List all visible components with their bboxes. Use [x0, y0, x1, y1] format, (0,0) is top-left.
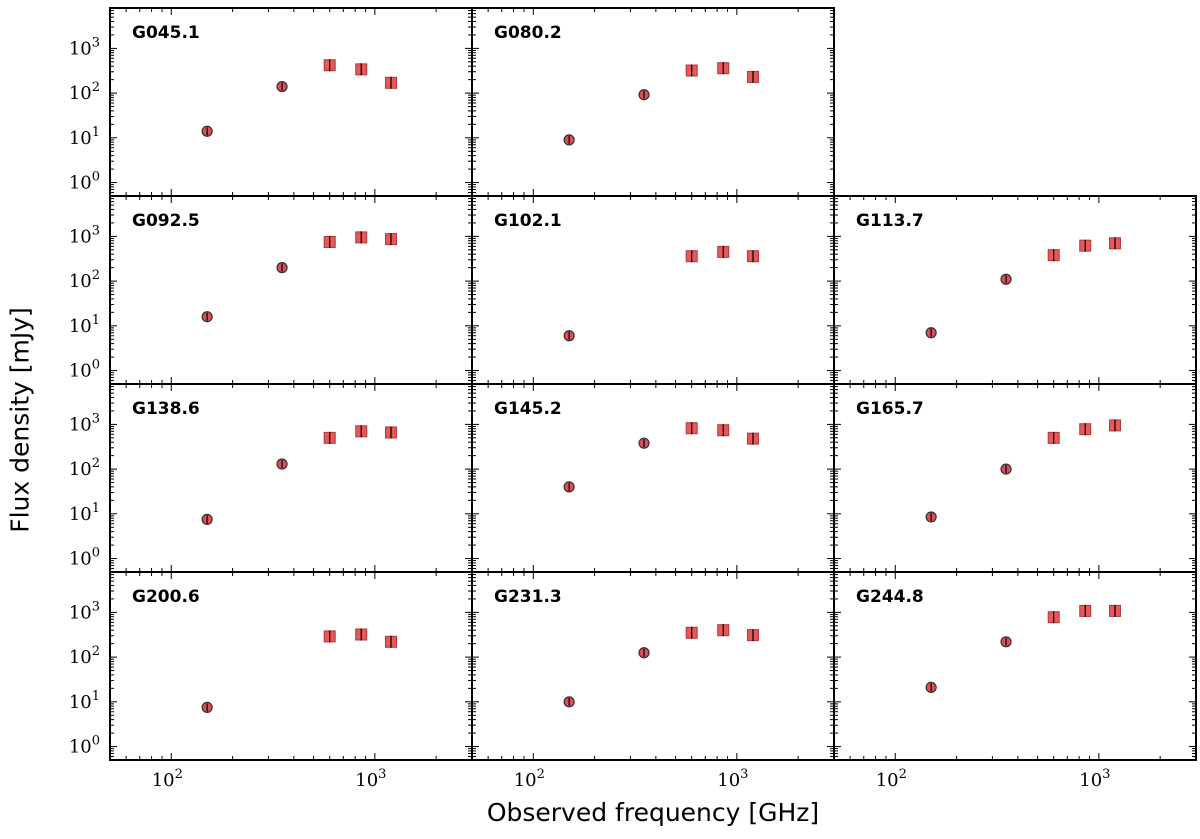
panel-title: G200.6	[132, 587, 200, 607]
y-tick-label: 102	[69, 456, 100, 480]
panel-G165.7: G165.7	[833, 383, 1197, 573]
panel-G244.8: G244.8 102 103	[833, 571, 1197, 791]
panel-G113.7: G113.7	[833, 195, 1197, 385]
y-tick-label: 102	[69, 644, 100, 668]
panel-G102.1: G102.1	[471, 195, 835, 385]
panel-title: G145.2	[494, 399, 562, 419]
panel-frame	[833, 571, 1197, 761]
panel-G200.6: G200.6 100 101 102 103 102 103	[69, 571, 473, 791]
panel-title: G092.5	[132, 211, 200, 231]
x-tick-label: 103	[1079, 767, 1110, 791]
panel-title: G102.1	[494, 211, 562, 231]
panel-G080.2: G080.2	[471, 7, 835, 197]
y-tick-label: 101	[69, 689, 100, 713]
y-tick-label: 103	[69, 223, 100, 247]
y-tick-label: 100	[69, 734, 100, 758]
panel-title: G138.6	[132, 399, 200, 419]
x-tick-label: 103	[717, 767, 748, 791]
panel-G231.3: G231.3 102 103	[471, 571, 835, 791]
panel-G092.5: G092.5 100 101 102 103	[69, 195, 473, 385]
x-tick-label: 102	[152, 767, 183, 791]
panel-G138.6: G138.6 100 101 102 103	[69, 383, 473, 573]
y-tick-label: 102	[69, 268, 100, 292]
panel-G145.2: G145.2	[471, 383, 835, 573]
y-tick-label: 103	[69, 599, 100, 623]
panel-title: G244.8	[856, 587, 924, 607]
y-tick-label: 101	[69, 125, 100, 149]
y-tick-label: 100	[69, 546, 100, 570]
panel-G045.1: G045.1 100 101 102 103	[69, 7, 473, 197]
y-tick-label: 101	[69, 501, 100, 525]
y-tick-label: 103	[69, 411, 100, 435]
y-tick-label: 103	[69, 35, 100, 59]
panel-title: G165.7	[856, 399, 924, 419]
panel-title: G045.1	[132, 23, 200, 43]
y-tick-label: 102	[69, 80, 100, 104]
x-tick-label: 102	[514, 767, 545, 791]
x-axis-label: Observed frequency [GHz]	[486, 798, 820, 827]
panel-title: G231.3	[494, 587, 562, 607]
y-tick-label: 100	[69, 170, 100, 194]
x-tick-label: 103	[355, 767, 386, 791]
y-tick-label: 100	[69, 358, 100, 382]
x-tick-label: 102	[876, 767, 907, 791]
y-tick-label: 101	[69, 313, 100, 337]
y-axis-label: Flux density [mJy]	[0, 0, 40, 839]
panel-title: G080.2	[494, 23, 562, 43]
y-axis-label-text: Flux density [mJy]	[5, 306, 35, 533]
panel-title: G113.7	[856, 211, 924, 231]
